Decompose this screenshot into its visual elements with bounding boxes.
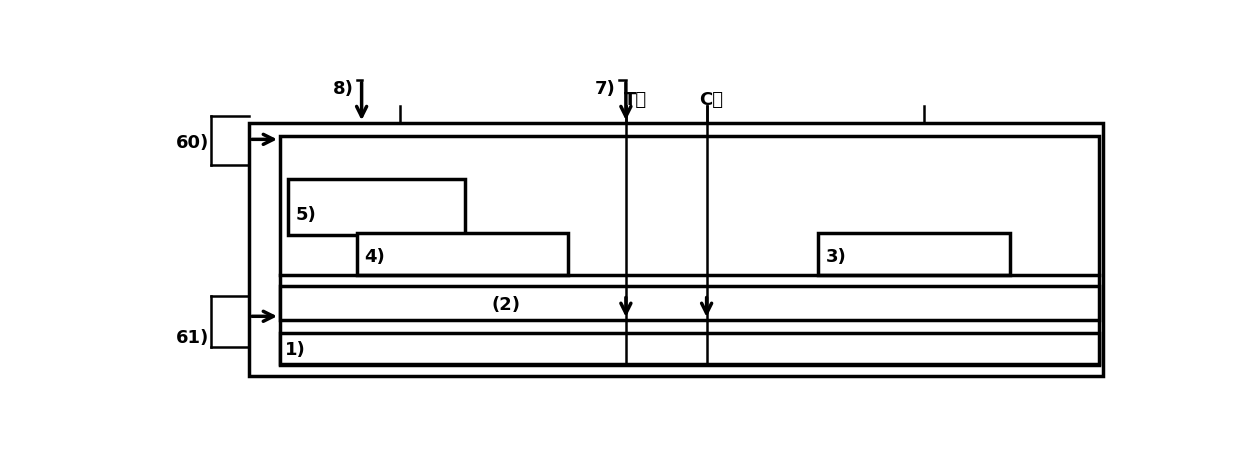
Text: C线: C线	[699, 91, 723, 109]
Bar	[249, 123, 1102, 376]
Bar	[818, 233, 1011, 275]
Text: 7): 7)	[595, 80, 616, 98]
Text: 5): 5)	[295, 206, 316, 224]
Bar	[288, 179, 465, 235]
Bar	[357, 233, 568, 275]
Text: 1): 1)	[285, 341, 305, 359]
Text: 60): 60)	[176, 134, 210, 152]
Text: 8): 8)	[332, 80, 353, 98]
Text: 4): 4)	[365, 248, 386, 266]
Text: T线: T线	[624, 91, 647, 109]
Bar	[280, 136, 1099, 365]
Text: 61): 61)	[176, 329, 210, 347]
Bar	[280, 333, 1099, 364]
Bar	[280, 286, 1099, 320]
Text: (2): (2)	[491, 296, 521, 314]
Text: 3): 3)	[826, 248, 847, 266]
